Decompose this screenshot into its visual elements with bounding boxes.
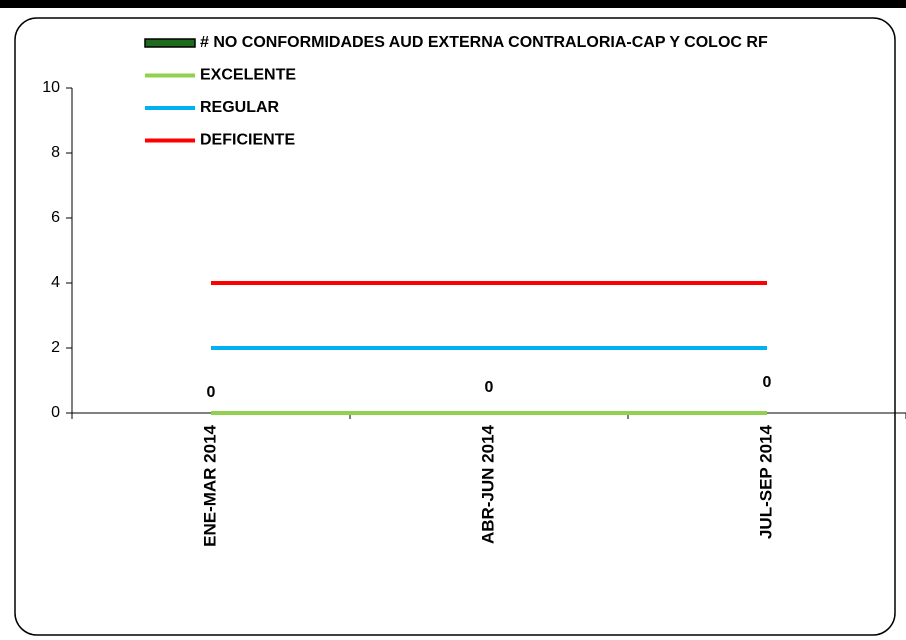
legend-label: DEFICIENTE xyxy=(200,132,295,149)
y-tick-label: 10 xyxy=(42,79,60,96)
chart-frame xyxy=(14,17,896,636)
data-label: 0 xyxy=(485,379,494,396)
legend-label: REGULAR xyxy=(200,99,280,116)
data-label: 0 xyxy=(207,384,216,401)
y-tick-label: 4 xyxy=(51,274,60,291)
x-tick-label: JUL-SEP 2014 xyxy=(756,424,775,539)
top-bar xyxy=(0,0,906,8)
legend-label: EXCELENTE xyxy=(200,67,296,84)
x-tick-label: ABR-JUN 2014 xyxy=(478,424,497,544)
legend-swatch xyxy=(144,38,196,48)
x-tick-label: ENE-MAR 2014 xyxy=(200,424,219,546)
y-tick-label: 0 xyxy=(51,404,60,421)
legend-label: # NO CONFORMIDADES AUD EXTERNA CONTRALOR… xyxy=(200,34,768,51)
y-tick-label: 2 xyxy=(51,339,60,356)
y-tick-label: 8 xyxy=(51,144,60,161)
y-tick-label: 6 xyxy=(51,209,60,226)
data-label: 0 xyxy=(763,374,772,391)
